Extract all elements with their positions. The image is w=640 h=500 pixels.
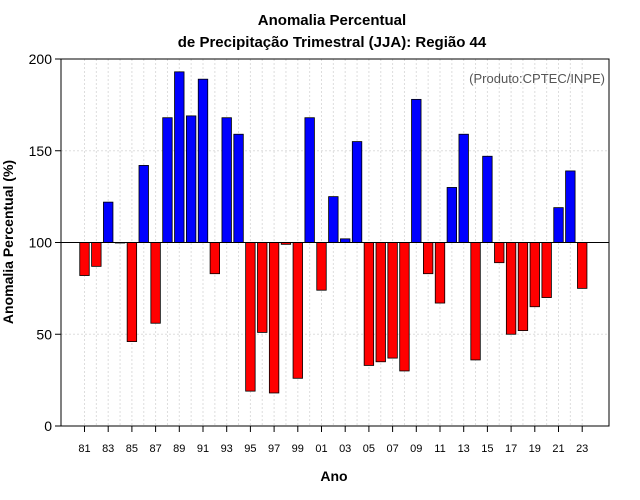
bar-1981 [79,242,90,276]
bar-2002 [328,196,339,243]
y-tick-label: 200 [29,51,53,67]
bar-1991 [197,78,209,243]
x-axis-label: Ano [320,468,347,484]
bar-series [79,71,588,394]
bar-1989 [174,71,185,243]
bar-2015 [482,155,493,243]
x-tick-label: 05 [363,443,375,455]
x-tick-label: 83 [102,443,114,455]
bar-1986 [138,165,149,243]
bar-2006 [375,242,386,363]
bar-1999 [292,242,303,379]
x-tick-label: 17 [505,443,517,455]
x-tick-label: 93 [221,443,233,455]
y-axis-label: Anomalia Percentual (%) [0,160,16,324]
x-tick-label: 09 [410,443,422,455]
x-tick-label: 89 [173,443,185,455]
y-axis-ticks: 0 50 100 150 200 [29,51,61,434]
y-tick-label: 100 [29,235,53,251]
bar-1987 [150,242,161,324]
bar-2004 [351,141,363,243]
bar-2003 [340,238,351,243]
bar-2012 [446,187,458,243]
bar-2023 [577,242,588,289]
bar-2007 [387,242,398,359]
x-tick-label: 91 [197,443,209,455]
bar-2005 [363,242,375,366]
bar-2017 [505,242,517,335]
x-axis-ticks: 81 83 85 87 89 91 93 95 97 99 01 03 05 07 09 11 13 15 17 19… [78,426,588,455]
y-tick-label: 0 [44,418,52,434]
bar-1993 [221,117,232,243]
bar-1994 [233,133,244,243]
x-tick-label: 97 [268,443,280,455]
x-tick-label: 13 [458,443,470,455]
bar-2016 [494,242,505,264]
bar-2009 [411,98,422,243]
chart-title-line1: Anomalia Percentual [258,12,406,29]
bar-1997 [268,242,280,394]
x-tick-label: 11 [434,443,445,455]
bar-2010 [422,242,434,275]
bar-2011 [434,242,446,304]
bar-2021 [553,207,564,243]
bar-2008 [399,242,410,372]
bar-2014 [470,242,481,361]
x-tick-label: 07 [386,443,398,455]
bar-1985 [126,242,138,342]
chart-title-line2: de Precipitação Trimestral (JJA): Região… [178,34,487,51]
bar-2000 [304,117,315,243]
y-tick-label: 150 [29,143,53,159]
bar-2019 [529,242,540,308]
bar-2022 [565,170,576,243]
bar-2013 [458,133,469,243]
bar-1982 [91,242,102,267]
bar-1988 [162,117,173,243]
bar-1983 [103,201,114,243]
x-tick-label: 87 [149,443,161,455]
bar-2020 [541,242,552,298]
bar-1995 [245,242,256,392]
bar-2001 [316,242,327,291]
product-annotation: (Produto:CPTEC/INPE) [469,71,605,86]
y-tick-label: 50 [36,326,52,342]
bar-2018 [517,242,529,331]
bar-1992 [209,242,221,275]
x-tick-label: 23 [576,443,588,455]
x-tick-label: 19 [529,443,541,455]
x-tick-label: 15 [481,443,493,455]
x-tick-label: 81 [78,443,90,455]
x-tick-label: 03 [339,443,351,455]
bar-1990 [185,115,197,243]
x-tick-label: 01 [315,443,327,455]
bar-1996 [257,242,268,333]
x-tick-label: 85 [126,443,138,455]
x-tick-label: 99 [292,443,304,455]
x-tick-label: 95 [244,443,256,455]
x-tick-label: 21 [552,443,564,455]
